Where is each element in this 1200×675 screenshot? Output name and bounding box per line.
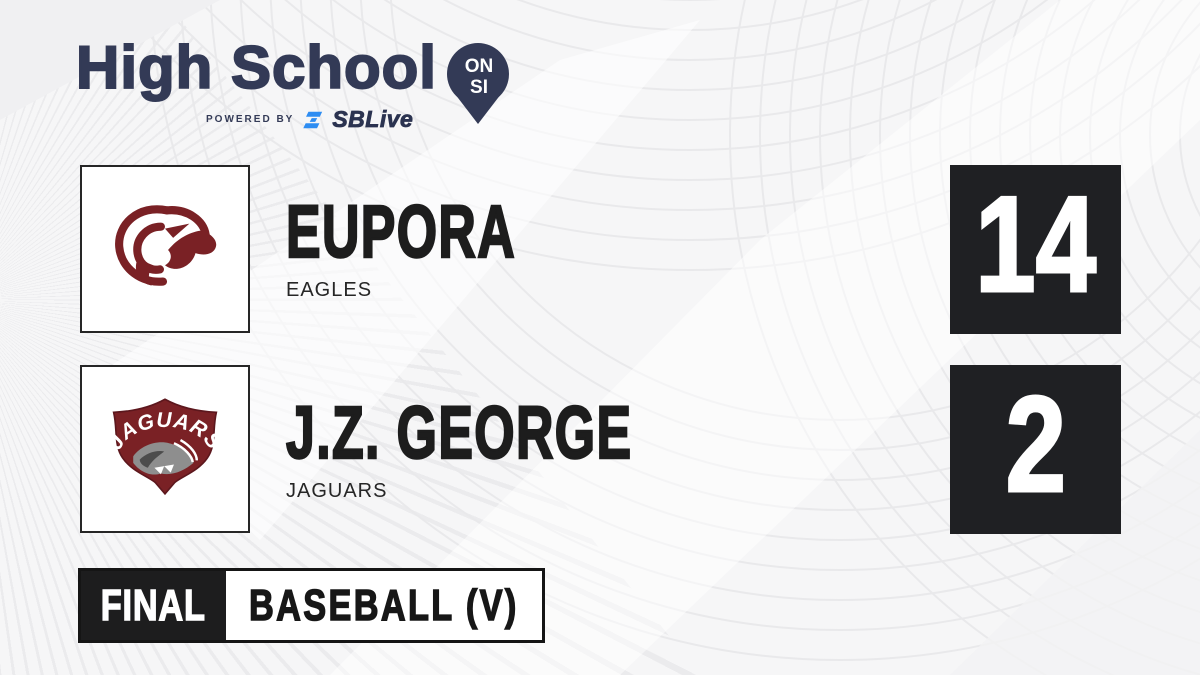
sblive-wordmark: SBLive [332, 106, 414, 133]
team-name-eupora: EUPORA [285, 190, 517, 273]
status-badge: FINAL BASEBALL (V) [78, 568, 545, 643]
jzgeorge-text-block: J.Z. GEORGE JAGUARS [285, 391, 781, 503]
pin-text-si: SI [470, 77, 488, 98]
powered-by-label: POWERED BY [206, 114, 295, 125]
powered-by-row: POWERED BY SBLive [206, 106, 413, 133]
jzgeorge-logo-box: JAGUARS [80, 365, 250, 533]
eupora-score-box: 14 [950, 165, 1121, 334]
eupora-score: 14 [974, 167, 1097, 320]
team-mascot-jaguars: JAGUARS [286, 480, 388, 503]
pin-text-on: ON [465, 56, 494, 77]
sport-label: BASEBALL (V) [249, 580, 519, 631]
eupora-text-block: EUPORA EAGLES [285, 190, 615, 302]
on-si-pin-icon: ON SI [447, 43, 509, 124]
final-status-box: FINAL [81, 571, 226, 640]
jzgeorge-score-box: 2 [950, 365, 1121, 534]
jzgeorge-score: 2 [1004, 367, 1067, 520]
sport-box: BASEBALL (V) [226, 571, 542, 640]
sblive-icon [303, 111, 323, 128]
eagle-head-icon [115, 205, 217, 286]
final-label: FINAL [100, 580, 206, 631]
team-mascot-eagles: EAGLES [286, 279, 373, 302]
eupora-logo-box [80, 165, 250, 333]
jaguars-shield-icon: JAGUARS [104, 398, 225, 496]
team-name-jzgeorge: J.Z. GEORGE [285, 391, 633, 474]
brand-title: High School [75, 34, 437, 101]
